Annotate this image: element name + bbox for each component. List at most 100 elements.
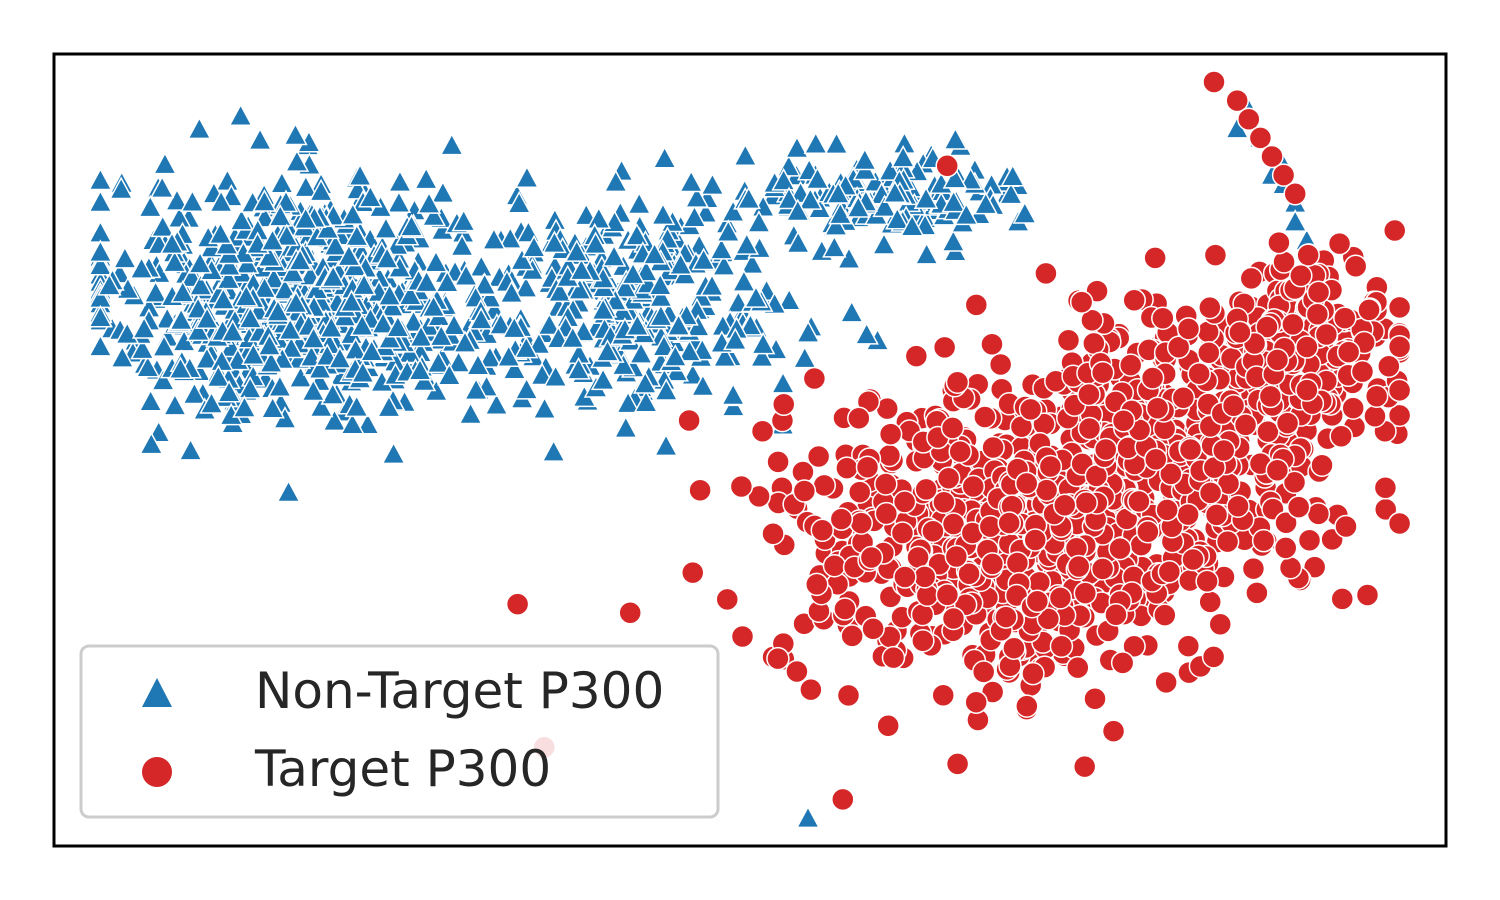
non-target-point <box>624 222 650 246</box>
non-target-point <box>279 335 304 359</box>
target-point <box>876 713 900 738</box>
target-point <box>921 519 945 543</box>
non-target-point <box>496 344 521 367</box>
target-point <box>1154 670 1178 695</box>
non-target-point <box>351 272 377 296</box>
target-point <box>730 624 755 649</box>
target-point <box>1034 261 1058 286</box>
non-target-point <box>217 253 242 277</box>
non-target-point <box>513 275 539 298</box>
non-target-point <box>682 204 707 228</box>
target-point <box>1295 335 1319 359</box>
non-target-point <box>663 344 688 367</box>
non-target-point <box>716 219 741 242</box>
target-point <box>1145 396 1170 420</box>
non-target-point <box>267 374 293 397</box>
target-point <box>1122 634 1146 659</box>
target-point <box>1305 302 1330 327</box>
target-point <box>1077 382 1101 407</box>
target-point <box>806 444 831 469</box>
non-target-point <box>666 313 691 336</box>
non-target-point <box>228 103 253 127</box>
target-point <box>1258 384 1283 409</box>
target-point <box>980 332 1004 357</box>
target-point <box>936 466 961 491</box>
non-target-point <box>846 195 871 218</box>
non-target-point <box>543 364 568 388</box>
non-target-point <box>293 174 319 198</box>
target-point <box>1155 498 1179 522</box>
non-target-point <box>309 394 334 418</box>
target-point <box>829 507 854 531</box>
non-target-point <box>526 331 552 355</box>
non-target-point <box>441 312 467 336</box>
non-target-point <box>252 189 277 212</box>
target-point <box>1077 416 1102 441</box>
non-target-point <box>138 194 163 218</box>
non-target-point <box>720 382 746 406</box>
target-point <box>931 683 955 708</box>
non-target-point <box>187 251 213 274</box>
target-point <box>1025 589 1050 614</box>
non-target-point <box>88 167 113 191</box>
non-target-point <box>566 356 591 380</box>
target-point <box>1373 476 1398 500</box>
non-target-point <box>233 283 259 307</box>
target-point <box>766 450 790 474</box>
target-point <box>911 628 935 653</box>
target-point <box>729 474 754 499</box>
target-point <box>1127 489 1151 514</box>
non-target-point <box>601 244 627 267</box>
legend-label-target: Target P300 <box>254 740 551 798</box>
target-point <box>1118 353 1143 377</box>
target-point <box>932 490 956 515</box>
target-point <box>910 602 935 627</box>
target-point <box>1387 334 1412 359</box>
non-target-point <box>159 231 185 255</box>
non-target-point <box>941 229 966 252</box>
non-target-point <box>151 334 177 357</box>
target-point <box>877 443 902 468</box>
non-target-point <box>615 390 641 414</box>
non-target-point <box>428 323 454 347</box>
non-target-point <box>359 338 384 362</box>
target-point <box>932 335 957 360</box>
non-target-point <box>469 254 494 277</box>
target-point <box>822 553 847 578</box>
non-target-point <box>385 314 411 338</box>
axes-frame <box>52 52 1448 848</box>
target-point <box>1343 254 1368 278</box>
non-target-point <box>252 275 277 299</box>
non-target-point <box>1282 209 1308 232</box>
target-point <box>957 562 981 586</box>
non-target-point <box>139 431 164 455</box>
target-point <box>1074 491 1098 515</box>
non-target-point <box>135 354 161 378</box>
non-target-point <box>458 401 483 425</box>
non-target-point <box>514 376 539 400</box>
non-target-point <box>648 303 674 327</box>
non-target-point <box>798 187 823 210</box>
target-point <box>1201 645 1226 669</box>
non-target-point <box>739 251 765 275</box>
non-target-point <box>746 210 772 233</box>
target-point <box>945 752 970 776</box>
target-point <box>1256 419 1280 444</box>
target-point <box>1355 583 1380 607</box>
non-target-point <box>187 116 212 140</box>
target-point <box>1278 555 1303 580</box>
non-target-point <box>625 313 650 337</box>
target-point <box>835 456 859 480</box>
target-point <box>1329 424 1353 448</box>
target-point <box>904 344 929 368</box>
target-point <box>1101 719 1126 743</box>
non-target-point <box>852 147 878 171</box>
non-target-point <box>569 257 594 281</box>
target-point <box>1049 634 1074 659</box>
target-point <box>1357 298 1381 322</box>
non-target-point <box>413 166 439 190</box>
non-target-point <box>738 312 763 336</box>
target-point <box>1122 288 1146 312</box>
target-point <box>805 572 829 597</box>
non-target-point <box>247 127 273 151</box>
